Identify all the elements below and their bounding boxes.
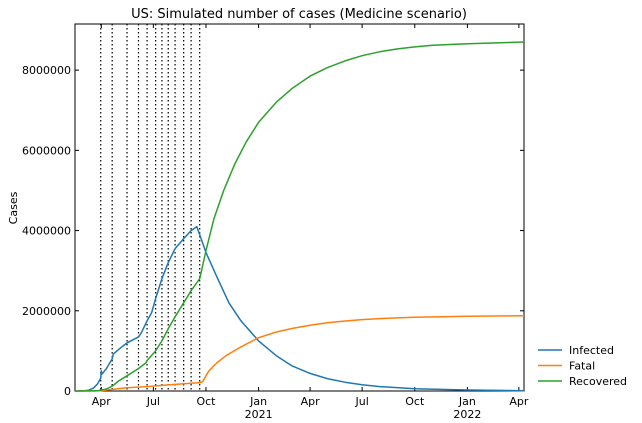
x-tick-label: Jan: [458, 395, 476, 408]
x-tick-label: Oct: [405, 395, 425, 408]
series-line-fatal: [75, 315, 525, 392]
chart-title: US: Simulated number of cases (Medicine …: [131, 7, 467, 22]
x-tick-label: Oct: [196, 395, 216, 408]
x-tick-label: Jul: [354, 395, 368, 408]
y-tick-label: 4000000: [22, 225, 71, 238]
x-tick-label: Jan: [249, 395, 267, 408]
legend-label-infected: Infected: [569, 344, 614, 357]
x-tick-label: Apr: [301, 395, 321, 408]
y-tick-label: 0: [64, 385, 71, 398]
y-axis-label: Cases: [7, 191, 20, 224]
legend: Infected Fatal Recovered: [538, 344, 627, 388]
x-tick-label: Apr: [509, 395, 529, 408]
plot-frame: [74, 23, 525, 392]
legend-label-recovered: Recovered: [569, 375, 627, 388]
y-tick-label: 6000000: [22, 144, 71, 157]
x-tick-label: Jul: [146, 395, 160, 408]
y-tick-label: 8000000: [22, 64, 71, 77]
series-line-recovered: [74, 41, 525, 392]
y-tick-label: 2000000: [22, 305, 71, 318]
plot-area: 0 2000000 4000000 6000000 8000000 Apr Jul Oct Ja…: [22, 23, 529, 421]
legend-label-fatal: Fatal: [569, 360, 595, 373]
x-tick-year-label: 2021: [245, 408, 273, 421]
series-line-infected: [74, 225, 525, 392]
x-tick-year-label: 2022: [453, 408, 481, 421]
x-tick-label: Apr: [92, 395, 112, 408]
